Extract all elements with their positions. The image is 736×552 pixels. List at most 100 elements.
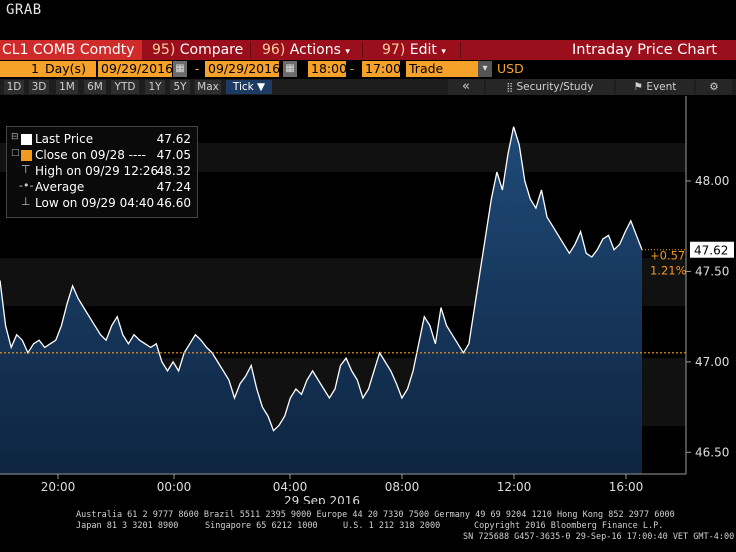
collapse-toggle-icon[interactable]: ⊟ [11, 132, 19, 142]
compare-label: Compare [179, 42, 244, 58]
ticker-label: CL1 COMB Comdty [2, 42, 135, 58]
last-price-tag: 47.62 +0.57 1.21% [650, 241, 734, 278]
x-tick-label: 08:00 [385, 480, 420, 494]
timeframe-1y[interactable]: 1Y [145, 80, 165, 94]
timeframe-5y[interactable]: 5Y [170, 80, 190, 94]
timeframe-1m[interactable]: 1M [56, 80, 78, 94]
toolbar-divider [460, 42, 461, 58]
y-tick-label: 46.50 [695, 445, 729, 459]
start-date-input[interactable]: 09/29/2016 [98, 61, 173, 77]
compare-number: 95) [152, 42, 176, 58]
timeframe-3d[interactable]: 3D [29, 80, 49, 94]
legend-low[interactable]: ⊥ Low on 09/29 04:40 46.60 [7, 195, 197, 212]
y-tick-label: 47.00 [695, 355, 729, 369]
end-time-input[interactable]: 17:00 [362, 61, 401, 77]
footer-session-info: SN 725688 G457-3635-0 29-Sep-16 17:00:40… [463, 532, 735, 542]
time-range-dash: - [346, 61, 358, 77]
x-tick-label: 12:00 [497, 480, 532, 494]
legend-value: 47.62 [156, 132, 191, 146]
actions-button[interactable]: 96) Actions ▾ [262, 40, 350, 60]
timeframe-1d[interactable]: 1D [4, 80, 24, 94]
x-tick-label: 20:00 [41, 480, 76, 494]
legend-last-price[interactable]: ⊟ Last Price 47.62 [7, 132, 197, 148]
price-change-percent: 1.21% [650, 264, 687, 278]
price-chart[interactable]: 48.00 47.50 47.00 46.50 20:00 00:00 04:00 08:0… [0, 96, 736, 504]
security-study-button[interactable]: ⣿ Security/Study [486, 79, 614, 95]
collapse-icon[interactable]: « [448, 79, 484, 95]
y-axis: 48.00 47.50 47.00 46.50 [685, 96, 729, 474]
end-calendar-icon[interactable]: ▦ [283, 61, 297, 77]
date-range-dash: - [189, 61, 205, 77]
event-type-select[interactable]: Trade [406, 61, 478, 77]
actions-number: 96) [262, 42, 286, 58]
security-study-icon: ⣿ [506, 83, 514, 93]
edit-button[interactable]: 97) Edit ▾ [382, 40, 446, 60]
price-area [0, 126, 642, 474]
edit-number: 97) [382, 42, 406, 58]
legend-swatch-orange [21, 150, 32, 161]
window-title: GRAB [6, 2, 42, 18]
command-toolbar [0, 40, 736, 60]
price-line [0, 126, 643, 432]
event-label: Event [646, 81, 677, 93]
flag-icon: ⚑ [633, 81, 643, 93]
start-calendar-icon[interactable]: ▦ [173, 61, 187, 77]
timeframe-6m[interactable]: 6M [84, 80, 106, 94]
event-type-dropdown-icon[interactable]: ▾ [478, 61, 492, 77]
price-area-fill [0, 126, 642, 474]
footer-copyright: Copyright 2016 Bloomberg Finance L.P. [474, 521, 664, 531]
y-tick-label: 48.00 [695, 174, 729, 188]
start-time-input[interactable]: 18:00 [308, 61, 347, 77]
legend-label: Average [35, 180, 85, 194]
x-tick-label: 16:00 [609, 480, 644, 494]
event-button[interactable]: ⚑ Event [616, 79, 694, 95]
footer-contacts-us: U.S. 1 212 318 2000 [343, 521, 441, 531]
high-marker-icon: ⊤ [21, 163, 31, 176]
period-count-input[interactable]: 1 [0, 61, 42, 77]
toggle-icon: □ [11, 148, 20, 158]
actions-label: Actions [289, 42, 341, 58]
footer-contacts-line1: Australia 61 2 9777 8600 Brazil 5511 239… [76, 510, 675, 520]
toolbar-divider [250, 42, 251, 58]
chart-legend: ⊟ Last Price 47.62 □ Close on 09/28 ----… [6, 126, 198, 218]
footer-contacts-japan: Japan 81 3 3201 8900 [76, 521, 179, 531]
legend-value: 47.24 [156, 180, 191, 194]
last-price-badge [690, 241, 734, 258]
legend-label: Close on 09/28 ---- [35, 148, 146, 162]
edit-dropdown-icon: ▾ [441, 47, 446, 57]
legend-close[interactable]: □ Close on 09/28 ---- 47.05 [7, 148, 197, 164]
end-date-input[interactable]: 09/29/2016 [205, 61, 280, 77]
footer-contacts-singapore: Singapore 65 6212 1000 [205, 521, 318, 531]
legend-value: 48.32 [156, 164, 191, 178]
toolbar-divider [362, 42, 363, 58]
price-line-path [0, 126, 643, 432]
legend-swatch-white [21, 134, 32, 145]
chart-title: Intraday Price Chart [572, 42, 718, 58]
gear-icon[interactable]: ⚙ [696, 79, 732, 95]
period-unit-select[interactable]: Day(s) [42, 61, 96, 77]
legend-value: 47.05 [156, 148, 191, 162]
currency-label: USD [494, 61, 534, 77]
legend-label: High on 09/29 12:26 [35, 164, 159, 178]
x-axis: 20:00 00:00 04:00 08:00 12:00 16:00 29 Sep 201… [0, 473, 686, 504]
price-change: +0.57 [650, 249, 685, 263]
x-tick-label: 00:00 [157, 480, 192, 494]
timeframe-ytd[interactable]: YTD [111, 80, 139, 94]
edit-label: Edit [409, 42, 437, 58]
tick-select[interactable]: Tick ▼ [226, 80, 272, 94]
actions-dropdown-icon: ▾ [345, 47, 350, 57]
last-price-value: 47.62 [694, 244, 728, 258]
x-date-label: 29 Sep 2016 [284, 494, 360, 504]
low-marker-icon: ⊥ [21, 195, 31, 208]
legend-label: Last Price [35, 132, 94, 146]
ticker-field[interactable] [0, 40, 142, 60]
legend-average[interactable]: -•- Average 47.24 [7, 179, 197, 196]
average-marker-icon: -•- [19, 179, 34, 192]
x-tick-label: 04:00 [273, 480, 308, 494]
y-tick-label: 47.50 [695, 264, 729, 278]
timeframe-max[interactable]: Max [195, 80, 221, 94]
compare-button[interactable]: 95) Compare [152, 40, 243, 60]
security-study-label: Security/Study [516, 81, 594, 93]
legend-high[interactable]: ⊤ High on 09/29 12:26 48.32 [7, 163, 197, 180]
legend-value: 46.60 [156, 196, 191, 210]
